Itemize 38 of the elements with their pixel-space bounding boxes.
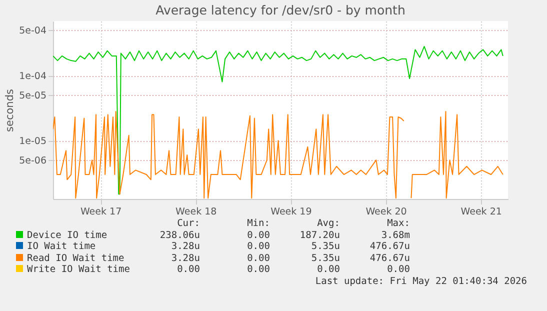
text: 0.00 <box>316 264 341 276</box>
y-tick-label: 5e-04 <box>19 26 46 37</box>
text: 3.28u <box>170 252 201 264</box>
y-axis-title: seconds <box>4 89 16 132</box>
text: 187.20u <box>298 230 341 241</box>
y-tick-label: 1e-04 <box>19 71 46 82</box>
x-tick-label: Week 18 <box>176 206 217 218</box>
text: 5.35u <box>310 252 341 264</box>
chart-title: Average latency for /dev/sr0 - by month <box>156 2 406 18</box>
text: Max: <box>386 218 411 230</box>
text: Avg: <box>316 218 341 230</box>
x-tick-label: Week 20 <box>366 206 407 218</box>
legend-label: IO Wait time <box>26 241 97 252</box>
legend-label: Device IO time <box>26 230 108 241</box>
text: 0.00 <box>176 264 201 276</box>
text: 5.35u <box>310 241 341 252</box>
text: 0.00 <box>386 264 411 276</box>
y-tick-label: 5e-06 <box>19 156 46 167</box>
text: 476.67u <box>368 241 411 252</box>
text: Last update: Fri May 22 01:40:34 2026 <box>314 276 527 286</box>
x-tick-label: Week 21 <box>460 206 502 218</box>
text: 3.68m <box>380 230 411 241</box>
text: 0.00 <box>246 241 271 252</box>
x-tick-label: Week 17 <box>80 206 122 218</box>
text: 0.00 <box>246 252 271 264</box>
line-series <box>53 46 504 195</box>
x-tick-label: Week 19 <box>270 206 312 218</box>
text: Min: <box>246 218 271 230</box>
text: 3.28u <box>170 241 201 252</box>
y-tick-label: 5e-05 <box>19 90 46 102</box>
text: Cur: <box>176 218 201 230</box>
text: 0.00 <box>246 264 271 276</box>
y-tick-label: 1e-05 <box>19 136 46 148</box>
legend-label: Read IO Wait time <box>26 252 126 264</box>
text: 238.06u <box>158 230 201 241</box>
text: 476.67u <box>368 252 411 264</box>
text: 0.00 <box>246 230 271 241</box>
legend-label: Write IO Wait time <box>26 264 131 276</box>
